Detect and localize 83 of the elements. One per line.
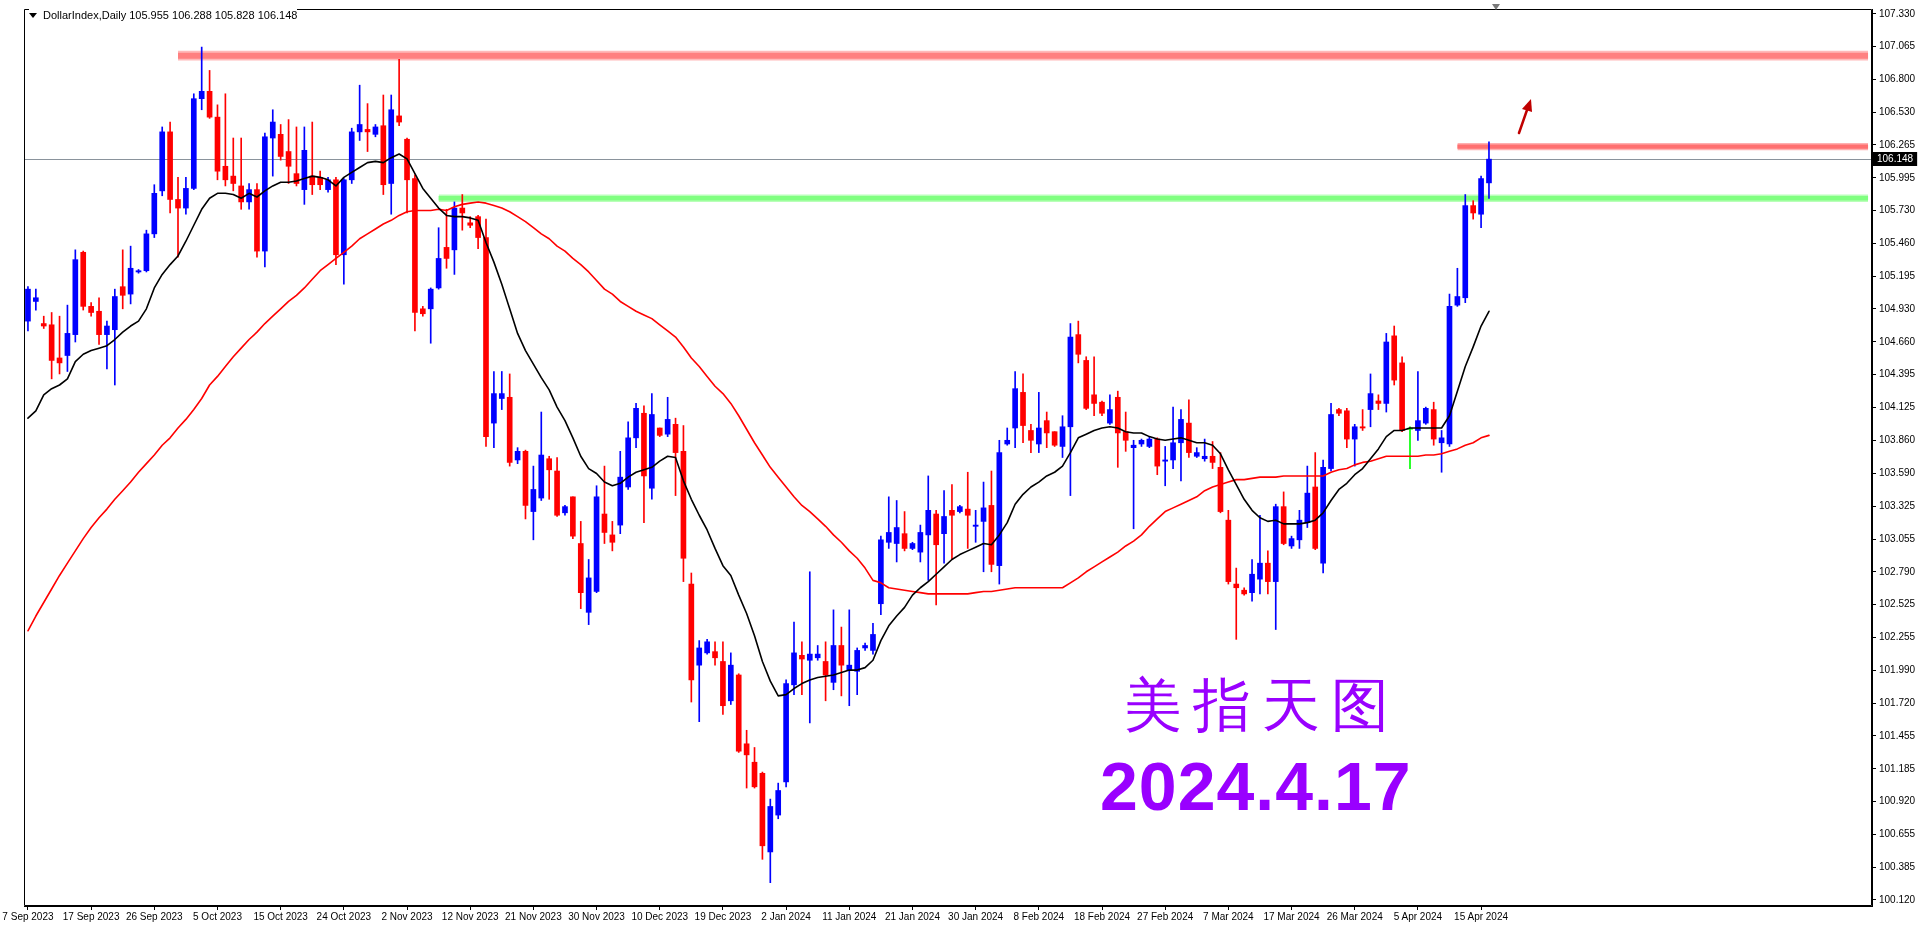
x-tick-label: 30 Jan 2024 (948, 910, 1004, 922)
candlestick (799, 641, 805, 695)
candlestick (806, 571, 813, 724)
y-tick-label: 102.255 (1879, 631, 1916, 643)
x-tick-label: 12 Nov 2023 (441, 910, 499, 922)
y-tick-label: 100.120 (1879, 893, 1916, 905)
x-tick-label: 18 Feb 2024 (1073, 910, 1131, 922)
x-tick-label: 2 Nov 2023 (381, 910, 434, 922)
y-tick-label: 103.590 (1879, 467, 1916, 479)
y-tick-label: 107.330 (1879, 7, 1916, 19)
y-tick-label: 103.860 (1879, 434, 1916, 446)
candlestick (885, 496, 892, 549)
x-tick-label: 7 Mar 2024 (1203, 910, 1255, 922)
y-tick-label: 107.065 (1879, 40, 1916, 52)
y-tick-label: 106.800 (1879, 72, 1916, 84)
y-tick-label: 105.730 (1879, 204, 1916, 216)
y-tick-label: 100.655 (1879, 827, 1916, 839)
y-tick-label: 105.995 (1879, 171, 1916, 183)
x-tick-label: 17 Mar 2024 (1263, 910, 1321, 922)
x-tick-label: 24 Oct 2023 (316, 910, 372, 922)
annotation: 2024.4.17 (1100, 747, 1412, 825)
candlestick (949, 484, 955, 560)
x-tick-label: 5 Apr 2024 (1393, 910, 1443, 922)
y-tick-label: 106.530 (1879, 105, 1916, 117)
y-tick-label: 101.990 (1879, 663, 1916, 675)
x-tick-label: 2 Jan 2024 (761, 910, 812, 922)
x-tick-label: 26 Sep 2023 (125, 910, 184, 922)
x-tick-label: 8 Feb 2024 (1013, 910, 1065, 922)
y-tick-label: 101.720 (1879, 697, 1916, 708)
x-tick-label: 27 Feb 2024 (1137, 910, 1194, 922)
y-tick-label: 103.055 (1879, 532, 1916, 544)
candlestick (814, 645, 821, 661)
y-tick-label: 105.460 (1879, 237, 1916, 249)
candlestick (269, 109, 276, 177)
x-tick-label: 21 Nov 2023 (505, 910, 563, 922)
chart-title: DollarIndex,Daily 105.955 106.288 105.828 106.148 (43, 9, 298, 21)
candlestick (119, 249, 126, 310)
candlestick (1004, 427, 1011, 446)
y-tick-label: 101.185 (1879, 762, 1916, 774)
y-tick-label: 104.660 (1879, 335, 1916, 347)
candlestick (925, 475, 932, 581)
y-tick-label: 102.790 (1879, 565, 1916, 577)
candlestick (175, 177, 181, 258)
candlestick (941, 490, 947, 564)
candlestick (696, 640, 703, 723)
candlestick (964, 471, 971, 549)
annotation: 美指天图 (1124, 670, 1400, 741)
x-tick-label: 30 Nov 2023 (568, 910, 626, 922)
candlestick (396, 59, 402, 127)
x-tick-label: 19 Dec 2023 (694, 910, 752, 922)
candlestick (1233, 567, 1240, 640)
candlestick (1257, 514, 1263, 595)
x-tick-label: 5 Oct 2023 (193, 910, 243, 922)
candlestick (498, 371, 505, 410)
x-tick-label: 7 Sep 2023 (2, 910, 54, 922)
x-tick-label: 26 Mar 2024 (1326, 910, 1384, 922)
candlestick (1091, 356, 1097, 417)
y-tick-label: 103.325 (1879, 499, 1916, 511)
candlestick (198, 46, 205, 111)
x-tick-label: 21 Jan 2024 (884, 910, 941, 922)
candlestick (1415, 371, 1421, 441)
x-tick-label: 15 Oct 2023 (253, 910, 309, 922)
y-tick-label: 100.920 (1879, 795, 1916, 807)
candlestick (238, 137, 245, 210)
candlestick (309, 121, 316, 195)
y-tick-label: 104.395 (1879, 368, 1916, 380)
candlestick (104, 320, 110, 370)
x-tick-label: 11 Jan 2024 (822, 910, 877, 922)
x-tick-label: 17 Sep 2023 (62, 910, 120, 922)
candlestick (1122, 411, 1129, 452)
y-tick-label: 105.195 (1879, 270, 1916, 282)
y-tick-label: 104.125 (1879, 401, 1916, 413)
x-tick-label: 10 Dec 2023 (631, 910, 689, 922)
y-tick-label: 101.455 (1879, 729, 1916, 741)
y-tick-label: 102.525 (1879, 598, 1916, 610)
x-tick-label: 15 Apr 2024 (1454, 910, 1509, 922)
candlestick (230, 137, 237, 192)
candlestick (40, 315, 47, 329)
candlestick (1162, 446, 1169, 487)
y-tick-label: 106.265 (1879, 138, 1916, 150)
y-tick-label: 100.385 (1879, 861, 1916, 873)
ref-line-label: 106.148 (1877, 153, 1914, 165)
y-tick-label: 104.930 (1879, 302, 1916, 314)
